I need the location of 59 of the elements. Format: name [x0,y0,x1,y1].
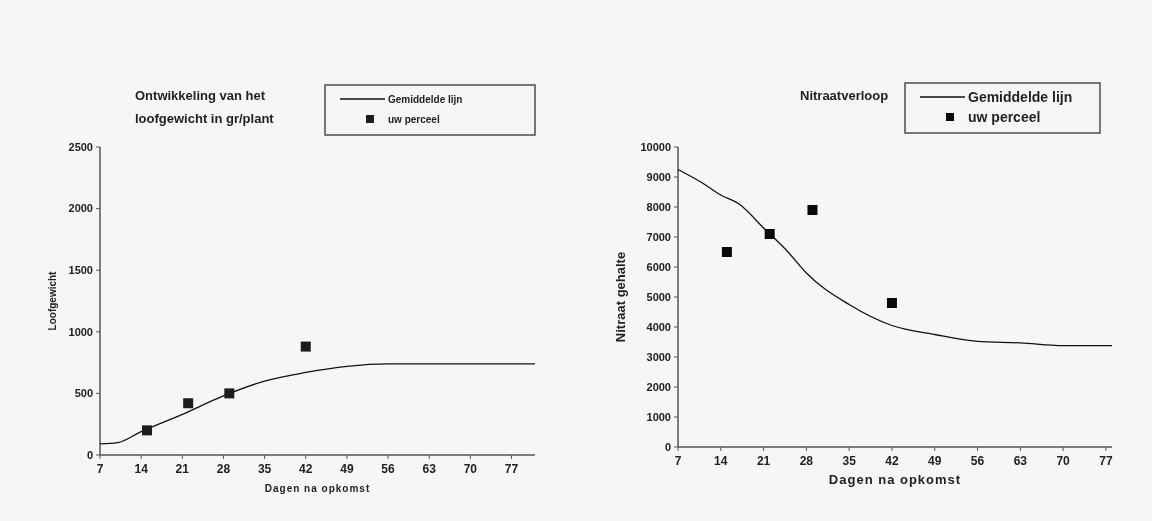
y-tick-label: 10000 [640,140,671,153]
x-tick-label: 49 [340,462,354,476]
point [721,247,732,257]
point [886,298,897,308]
y-tick-label: 5000 [646,290,671,303]
point [764,229,775,239]
y-tick-label: 3000 [646,350,671,363]
x-tick-label: 35 [257,462,272,476]
y-tick-label: 0 [664,440,671,453]
y-tick-label: 2000 [68,202,93,215]
x-tick-label: 35 [842,454,857,468]
y-tick-label: 1500 [68,264,93,277]
x-tick-label: 7 [674,454,682,468]
y-tick-label: 4000 [646,320,671,333]
x-axis-title: Dagen na opkomst [264,483,371,494]
x-tick-label: 77 [504,462,519,476]
y-axis-title: Nitraat gehalte [613,251,628,343]
point [224,388,235,399]
line-series [677,168,1113,347]
x-tick-label: 7 [96,462,104,476]
y-axis-title: Loofgewicht [47,270,58,331]
line-series [99,363,536,445]
x-tick-label: 70 [1056,454,1071,468]
x-tick-label: 56 [381,462,396,476]
y-tick-label: 500 [74,387,93,400]
legend-label: Gemiddelde lijn [388,93,463,105]
y-tick-label: 1000 [68,325,93,338]
y-tick-label: 2000 [646,380,671,393]
chart-title: Nitraatverloop [800,88,889,103]
x-tick-label: 77 [1099,454,1113,468]
y-tick-label: 7000 [646,230,671,243]
y-tick-label: 8000 [646,200,671,213]
y-tick-label: 1000 [646,410,671,423]
point [183,398,194,409]
x-tick-label: 28 [216,462,231,476]
point [300,341,311,352]
legend-label: uw perceel [968,108,1041,125]
x-tick-label: 21 [175,462,190,476]
x-tick-label: 70 [463,462,478,476]
x-tick-label: 63 [1013,454,1028,468]
x-tick-label: 14 [714,454,728,468]
legend-label: uw perceel [388,113,440,125]
point [807,205,818,215]
x-tick-label: 21 [756,454,771,468]
y-tick-label: 9000 [646,170,671,183]
x-tick-label: 49 [928,454,942,468]
x-tick-label: 14 [134,462,149,476]
x-tick-label: 63 [422,462,437,476]
x-tick-label: 42 [885,454,899,468]
y-tick-label: 2500 [68,140,93,153]
x-axis-title: Dagen na opkomst [828,472,962,487]
x-tick-label: 42 [299,462,313,476]
y-tick-label: 0 [86,448,93,461]
x-tick-label: 28 [799,454,814,468]
legend-label: Gemiddelde lijn [968,88,1073,105]
chart-title: Ontwikkeling van het loofgewicht in gr/plant [135,88,275,126]
point [142,425,153,436]
y-tick-label: 6000 [646,260,671,273]
x-tick-label: 56 [970,454,985,468]
